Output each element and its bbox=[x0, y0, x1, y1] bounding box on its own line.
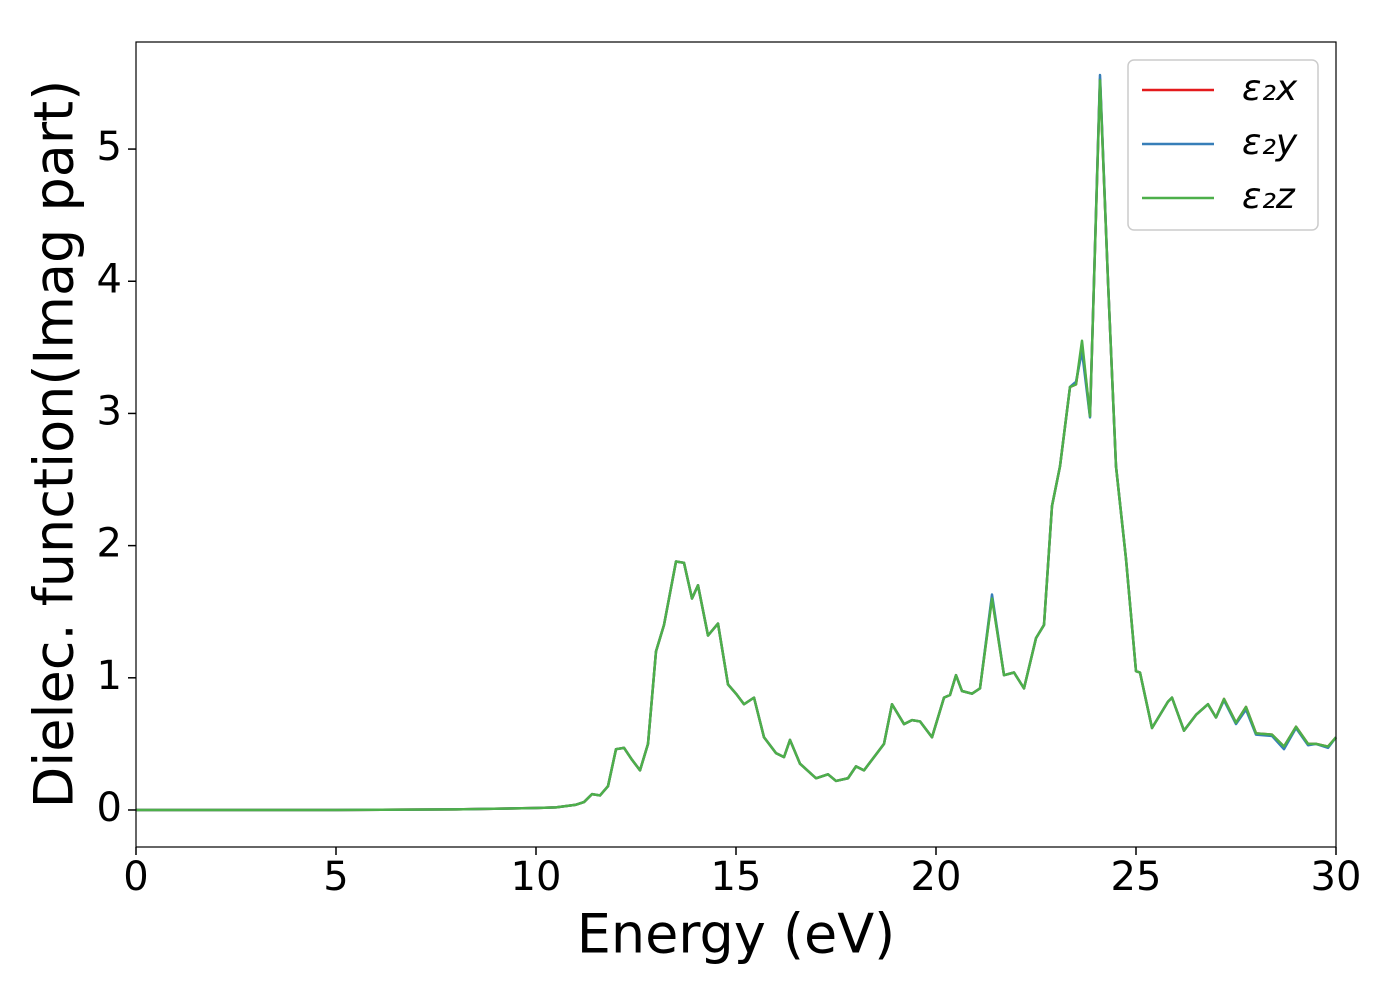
y-tick-label: 2 bbox=[97, 521, 122, 567]
legend-box bbox=[1127, 59, 1319, 231]
legend-label: ε₂y bbox=[1242, 122, 1298, 163]
x-tick-label: 20 bbox=[911, 854, 962, 900]
series-line bbox=[136, 79, 1337, 812]
legend-label: ε₂z bbox=[1242, 176, 1296, 217]
x-tick-label: 10 bbox=[511, 854, 562, 900]
x-tick-label: 5 bbox=[323, 854, 348, 900]
legend: ε₂x ε₂y ε₂z bbox=[1127, 59, 1319, 231]
y-tick-label: 4 bbox=[97, 256, 122, 302]
y-axis-label: Dielec. function(Imag part) bbox=[23, 80, 86, 809]
y-tick-label: 3 bbox=[97, 388, 122, 434]
y-tick-label: 5 bbox=[97, 124, 122, 170]
y-tick-label: 1 bbox=[97, 653, 122, 699]
x-tick-label: 30 bbox=[1311, 854, 1362, 900]
y-tick-label: 0 bbox=[97, 785, 122, 831]
plot-frame bbox=[135, 41, 1337, 848]
x-tick-label: 15 bbox=[711, 854, 762, 900]
x-axis-label: Energy (eV) bbox=[577, 903, 896, 966]
x-tick-label: 0 bbox=[123, 854, 148, 900]
legend-label: ε₂x bbox=[1242, 68, 1298, 109]
x-tick-label: 25 bbox=[1111, 854, 1162, 900]
